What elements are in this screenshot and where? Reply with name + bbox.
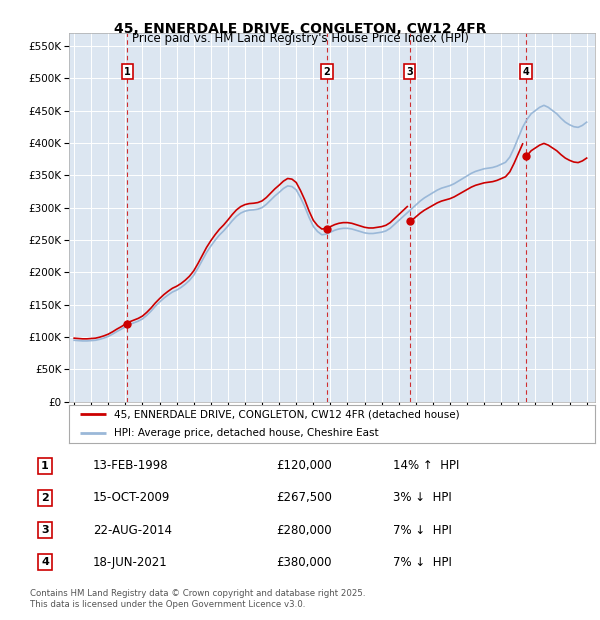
Text: 15-OCT-2009: 15-OCT-2009 [93, 492, 170, 504]
Text: 3% ↓  HPI: 3% ↓ HPI [393, 492, 452, 504]
Text: 45, ENNERDALE DRIVE, CONGLETON, CW12 4FR: 45, ENNERDALE DRIVE, CONGLETON, CW12 4FR [114, 22, 486, 36]
Text: 2: 2 [323, 66, 330, 77]
Text: 2: 2 [41, 493, 49, 503]
Text: 1: 1 [124, 66, 131, 77]
Text: HPI: Average price, detached house, Cheshire East: HPI: Average price, detached house, Ches… [114, 428, 379, 438]
Text: 3: 3 [406, 66, 413, 77]
Text: 18-JUN-2021: 18-JUN-2021 [93, 556, 168, 569]
Text: 14% ↑  HPI: 14% ↑ HPI [393, 459, 460, 472]
Text: £120,000: £120,000 [276, 459, 332, 472]
Text: Contains HM Land Registry data © Crown copyright and database right 2025.
This d: Contains HM Land Registry data © Crown c… [30, 590, 365, 609]
Text: 7% ↓  HPI: 7% ↓ HPI [393, 524, 452, 536]
Text: 13-FEB-1998: 13-FEB-1998 [93, 459, 169, 472]
Text: 4: 4 [41, 557, 49, 567]
Text: 4: 4 [523, 66, 530, 77]
Text: £380,000: £380,000 [276, 556, 331, 569]
Text: 1: 1 [41, 461, 49, 471]
Text: £267,500: £267,500 [276, 492, 332, 504]
Text: £280,000: £280,000 [276, 524, 332, 536]
Text: 45, ENNERDALE DRIVE, CONGLETON, CW12 4FR (detached house): 45, ENNERDALE DRIVE, CONGLETON, CW12 4FR… [114, 409, 460, 420]
Text: 22-AUG-2014: 22-AUG-2014 [93, 524, 172, 536]
Text: 3: 3 [41, 525, 49, 535]
Text: Price paid vs. HM Land Registry's House Price Index (HPI): Price paid vs. HM Land Registry's House … [131, 32, 469, 45]
Text: 7% ↓  HPI: 7% ↓ HPI [393, 556, 452, 569]
